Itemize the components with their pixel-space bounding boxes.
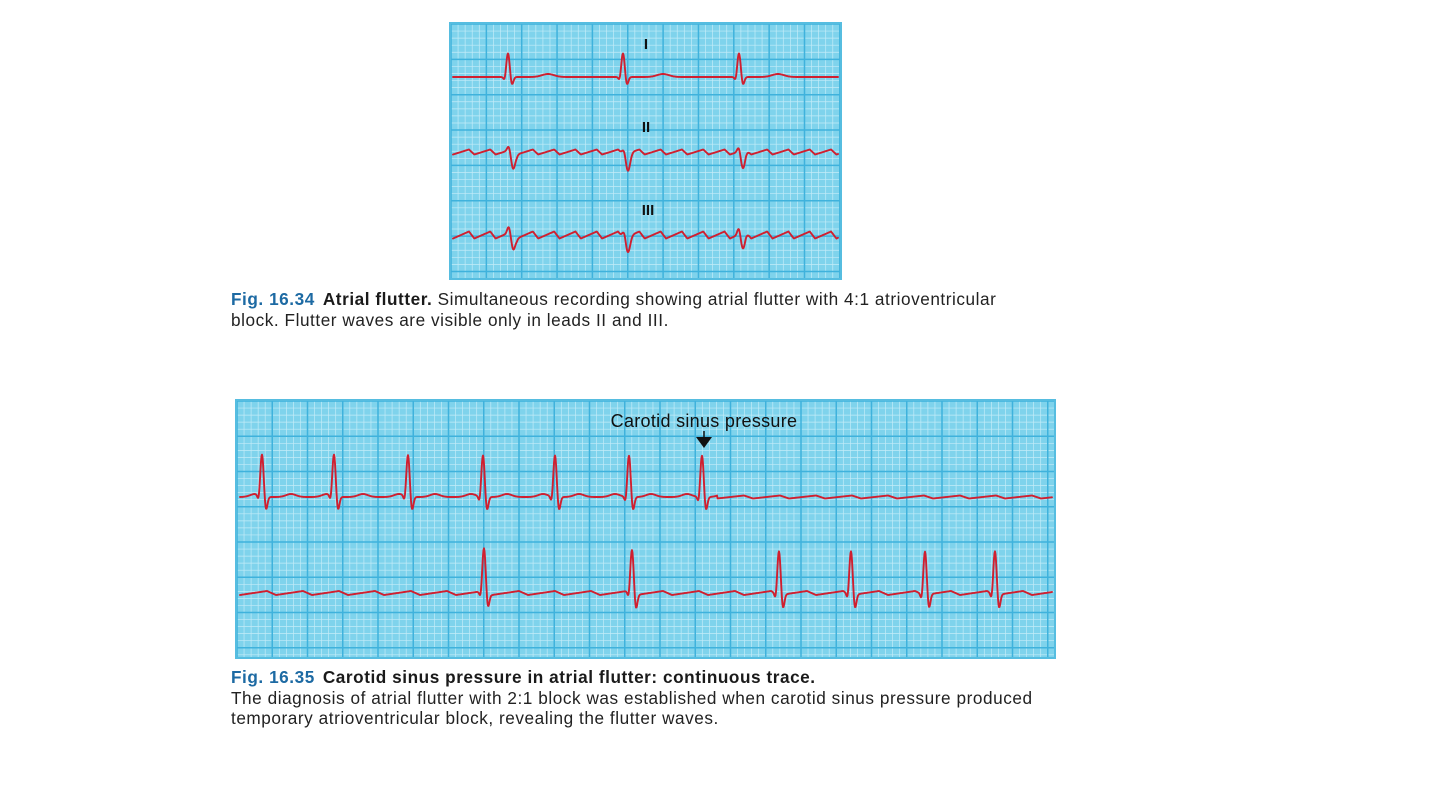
ecg-grid-lines: [237, 401, 1054, 657]
lead-label-i: I: [644, 36, 648, 53]
figure-number: Fig. 16.35: [231, 667, 315, 687]
ecg-grid-fig-16-34: I II III: [451, 24, 840, 278]
figure-title: Carotid sinus pressure in atrial flutter…: [322, 667, 816, 687]
ecg-trace-lead-i: [452, 52, 839, 85]
figure-number: Fig. 16.34: [231, 289, 315, 309]
lead-label-ii: II: [642, 119, 650, 136]
ecg-grid-minor-lines: [237, 401, 1054, 657]
down-arrow-icon: [696, 431, 712, 448]
ecg-trace-top: [239, 453, 1053, 510]
ecg-grid-major-lines: [237, 401, 1054, 657]
carotid-sinus-pressure-label: Carotid sinus pressure: [611, 411, 798, 431]
figure-caption-16-34: Fig. 16.34 Atrial flutter. Simultaneous r…: [231, 289, 1031, 330]
ecg-strip-fig-16-35: Carotid sinus pressure: [235, 399, 1056, 659]
lead-label-iii: III: [642, 202, 655, 219]
figure-title: Atrial flutter.: [322, 289, 433, 309]
figure-caption-16-35: Fig. 16.35 Carotid sinus pressure in atri…: [231, 667, 1066, 729]
ecg-trace-lead-ii: [452, 146, 839, 172]
ecg-trace-lead-iii: [452, 226, 839, 254]
figure-caption-text: Simultaneous recording showing atrial fl…: [231, 289, 997, 330]
figure-caption-text: The diagnosis of atrial flutter with 2:1…: [231, 687, 1033, 729]
ecg-strip-fig-16-34: I II III: [449, 22, 842, 280]
ecg-grid-fig-16-35: Carotid sinus pressure: [237, 401, 1054, 657]
ecg-trace-bottom: [239, 547, 1053, 609]
